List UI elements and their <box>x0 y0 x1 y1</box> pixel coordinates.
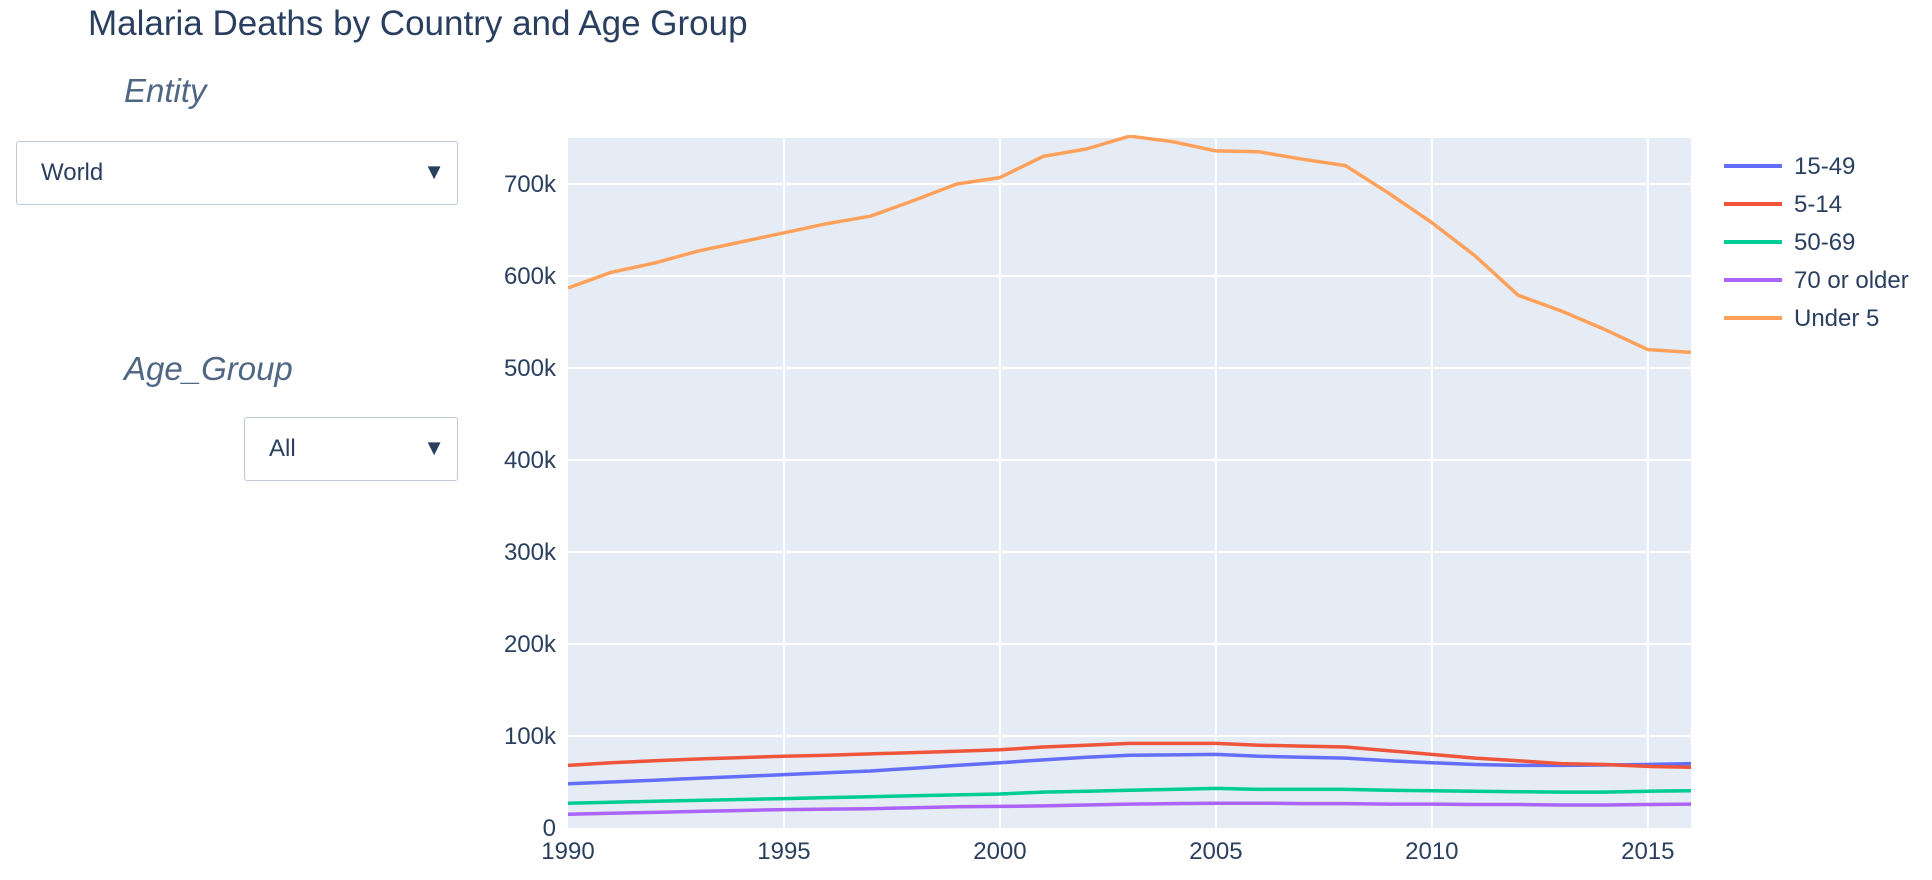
x-tick-label: 2010 <box>1405 838 1458 865</box>
plot-background <box>568 138 1691 828</box>
series-line-15-49 <box>568 752 1691 786</box>
legend-item-15-49[interactable]: 15-49 <box>1724 153 1855 180</box>
entity-dropdown-value: World <box>41 159 104 186</box>
y-tick-label: 200k <box>504 631 557 658</box>
legend: 15-49 5-14 50-69 70 or older Under 5 <box>1724 153 1909 332</box>
entity-dropdown[interactable]: World ▼ <box>16 141 458 205</box>
y-tick-label: 300k <box>504 539 557 566</box>
x-tick-label: 2015 <box>1621 838 1674 865</box>
x-tick-label: 2000 <box>973 838 1026 865</box>
legend-label: 5-14 <box>1794 191 1842 218</box>
legend-item-50-69[interactable]: 50-69 <box>1724 229 1855 256</box>
page-title: Malaria Deaths by Country and Age Group <box>88 4 748 43</box>
legend-label: 15-49 <box>1794 153 1855 180</box>
y-tick-label: 400k <box>504 447 557 474</box>
y-tick-label: 700k <box>504 171 557 198</box>
legend-item-under-5[interactable]: Under 5 <box>1724 305 1879 332</box>
series-line-70-or-older <box>568 801 1691 816</box>
y-tick-label: 100k <box>504 723 557 750</box>
y-tick-label: 600k <box>504 263 557 290</box>
gridlines <box>568 138 1691 828</box>
x-tick-label: 2005 <box>1189 838 1242 865</box>
legend-item-70-or-older[interactable]: 70 or older <box>1724 267 1909 294</box>
axis-labels: 0 100k 200k 300k 400k 500k 600k 700k 1990 1995 200… <box>504 171 1675 865</box>
y-tick-label: 500k <box>504 355 557 382</box>
y-tick-label: 0 <box>543 815 556 842</box>
legend-label: 50-69 <box>1794 229 1855 256</box>
series-line-under-5 <box>568 135 1691 355</box>
series-line-50-69 <box>568 786 1691 805</box>
series-line-5-14 <box>568 741 1691 770</box>
series-lines <box>568 135 1691 816</box>
x-tick-label: 1990 <box>541 838 594 865</box>
age-group-filter-label: Age_Group <box>124 350 293 387</box>
age-group-dropdown-value: All <box>269 435 296 462</box>
chevron-down-icon[interactable]: ▼ <box>423 158 445 184</box>
chevron-down-icon[interactable]: ▼ <box>423 434 445 460</box>
entity-filter-label: Entity <box>124 72 207 109</box>
legend-label: 70 or older <box>1794 267 1909 294</box>
legend-label: Under 5 <box>1794 305 1879 332</box>
age-group-dropdown[interactable]: All ▼ <box>244 417 458 481</box>
legend-item-5-14[interactable]: 5-14 <box>1724 191 1842 218</box>
x-tick-label: 1995 <box>757 838 810 865</box>
